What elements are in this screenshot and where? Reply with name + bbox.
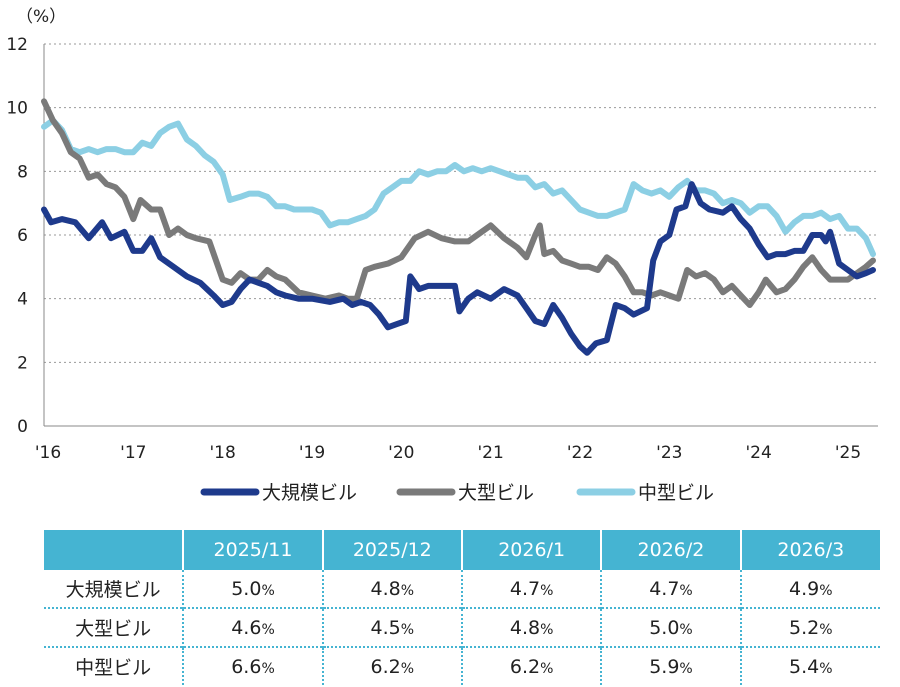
vacancy-rate-table: 2025/11 2025/12 2026/1 2026/2 2026/3 大規模… (44, 530, 880, 685)
table-cell: 5.9% (600, 646, 741, 685)
legend-label: 大規模ビル (262, 482, 357, 504)
row-label: 大型ビル (44, 607, 184, 647)
x-tick-label: '20 (388, 443, 414, 463)
table-row: 大型ビル 4.6% 4.5% 4.8% 5.0% 5.2% (44, 607, 880, 647)
legend-label: 大型ビル (458, 482, 534, 504)
table-cell: 4.8% (460, 607, 602, 647)
legend-label: 中型ビル (638, 482, 714, 504)
row-label: 中型ビル (44, 646, 184, 685)
series-lines (41, 98, 876, 356)
table-cell: 5.0% (182, 570, 323, 608)
table-header-cell: 2025/12 (321, 530, 462, 570)
y-tick-label: 10 (6, 99, 28, 119)
table-cell: 4.9% (739, 570, 880, 608)
series-line (41, 98, 876, 308)
x-tick-labels: '16 '17 '18 '19 '20 '21 '22 '23 '24 '25 (35, 443, 861, 463)
x-tick-label: '16 (35, 443, 61, 463)
y-unit-label: （%） (16, 7, 66, 27)
x-tick-label: '21 (478, 443, 504, 463)
series-line (41, 117, 876, 258)
x-tick-label: '22 (567, 443, 593, 463)
table-header-cell: 2025/11 (182, 530, 323, 570)
table-cell: 5.2% (739, 607, 880, 647)
table-cell: 6.6% (182, 646, 323, 685)
x-tick-label: '25 (835, 443, 861, 463)
table-header-cell: 2026/1 (460, 530, 602, 570)
row-label: 大規模ビル (65, 579, 161, 601)
series-line (41, 181, 876, 356)
y-tick-label: 0 (17, 417, 28, 437)
table-cell: 4.7% (460, 570, 602, 608)
y-tick-labels: 0 2 4 6 8 10 12 (6, 35, 28, 437)
x-tick-label: '19 (299, 443, 325, 463)
y-tick-label: 2 (17, 353, 28, 373)
x-tick-label: '24 (745, 443, 771, 463)
table-header-cell: 2026/3 (739, 530, 880, 570)
table-cell: 6.2% (460, 646, 602, 685)
table-row: 中型ビル 6.6% 6.2% 6.2% 5.9% 5.4% (44, 646, 880, 685)
table-cell: 4.5% (321, 607, 462, 647)
x-tick-label: '23 (656, 443, 682, 463)
table-cell: 4.7% (600, 570, 741, 608)
grid (44, 43, 878, 363)
table-header-cell: 2026/2 (600, 530, 741, 570)
table-corner-cell (44, 530, 184, 570)
legend: 大規模ビル 大型ビル 中型ビル (200, 482, 714, 504)
x-tick-label: '18 (210, 443, 236, 463)
y-tick-label: 8 (17, 162, 28, 182)
x-tick-label: '17 (120, 443, 146, 463)
table-cell: 5.4% (739, 646, 880, 685)
table-row: 大規模ビル 5.0% 4.8% 4.7% 4.7% 4.9% (44, 570, 880, 608)
table-cell: 6.2% (321, 646, 462, 685)
y-tick-label: 4 (17, 290, 28, 310)
table-cell: 5.0% (600, 607, 741, 647)
table-cell: 4.8% (321, 570, 462, 608)
table-cell: 4.6% (182, 607, 323, 647)
y-tick-label: 12 (6, 35, 28, 55)
y-tick-label: 6 (17, 226, 28, 246)
table-header-row: 2025/11 2025/12 2026/1 2026/2 2026/3 (44, 530, 880, 570)
vacancy-rate-line-chart: （%） 0 2 4 6 8 10 12 '16 '17 '18 '19 '20 '21 '22 '23 '2… (6, 7, 878, 504)
